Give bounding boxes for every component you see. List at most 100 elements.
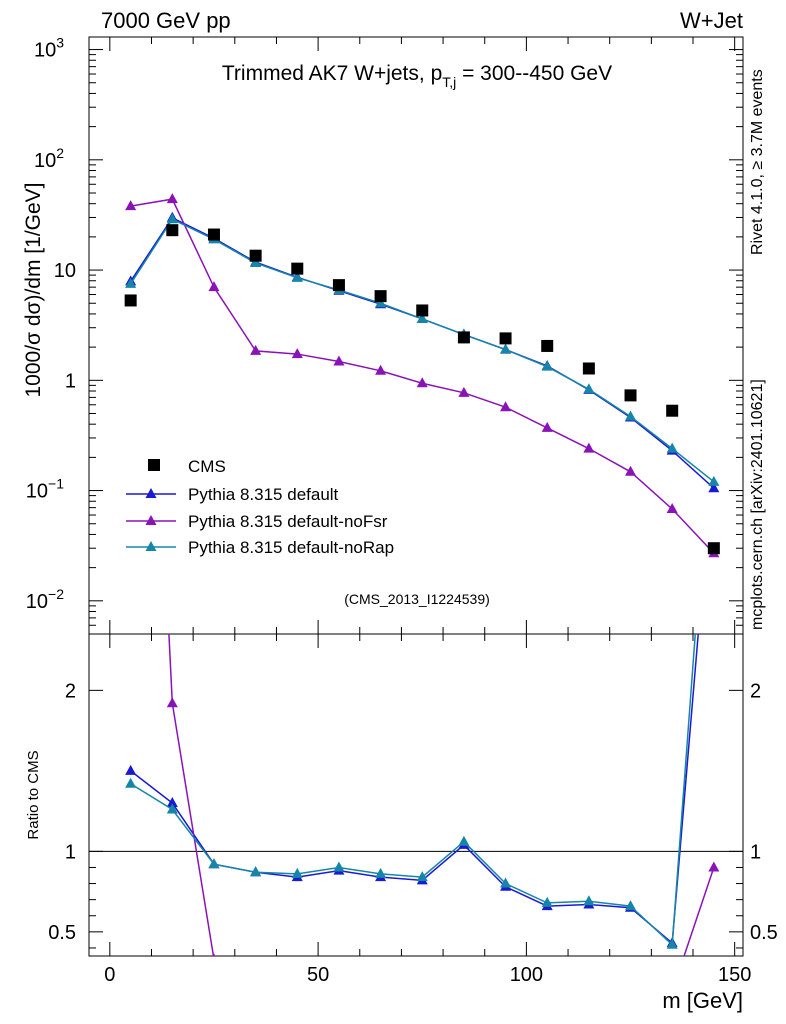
series-1-point [333,355,345,366]
cms-data-point [582,362,595,375]
legend-marker-norap [145,541,157,551]
cms-data-point [416,304,429,317]
x-tick-label: 100 [510,964,543,986]
legend: CMS Pythia 8.315 default Pythia 8.315 de… [126,457,394,557]
y-tick-label: 1 [65,370,76,392]
ratio-1-point [458,956,469,966]
ratio-tick-label-right: 0.5 [750,922,778,944]
y-tick-label: 102 [34,145,64,172]
cms-data-point [457,331,470,344]
series-1-point [125,200,137,211]
ratio-tick-label: 2 [65,680,76,702]
ratio-0-point [125,764,137,775]
ratio-1-point [333,974,344,984]
cms-data-point [374,290,387,303]
header-right: W+Jet [680,8,743,33]
ratio-tick-label: 0.5 [48,922,76,944]
ratio-2-point [291,867,303,878]
legend-label-cms: CMS [188,457,226,476]
ratio-1-point [292,979,303,989]
series-1-point [375,364,387,375]
ratio-tick-label-right: 2 [750,680,761,702]
legend-marker-default [145,488,157,498]
series-1-point [291,348,303,359]
ratio-2-point [708,378,719,388]
cms-data-point [499,332,512,345]
series-1-point [625,465,637,476]
series-1-point [458,386,470,397]
series-line-0 [130,216,715,489]
legend-label-nofsr: Pythia 8.315 default-noFsr [188,512,388,531]
ratio-2-point [125,777,137,788]
legend-label-default: Pythia 8.315 default [188,485,339,504]
ratio-1-point [708,861,720,872]
cms-data-point [707,542,720,555]
x-axis-label: m [GeV] [662,988,743,1013]
series-2-point [291,271,303,282]
series-1-point [416,377,428,388]
y-tick-label: 10−2 [26,586,64,613]
ratio-2-point [458,835,470,846]
ratio-2-point [416,871,428,882]
series-1-point [541,421,553,432]
series-1-point [666,503,678,514]
ratio-1-point [166,697,178,708]
y-tick-label: 10 [54,260,76,282]
series-line-2 [130,218,715,483]
ratio-2-point [541,896,553,907]
ratio-2-point [208,858,220,869]
main-plot-series [124,193,720,558]
ratio-2-point [583,895,595,906]
ratio-0-point [166,797,178,808]
cms-data-point [249,249,262,262]
header-left: 7000 GeV pp [101,8,231,33]
series-1-point [250,344,262,355]
cms-data-point [332,279,345,292]
series-2-point [625,410,637,421]
x-tick-label: 50 [307,964,329,986]
ratio-1-point [583,976,594,986]
rivet-label: Rivet 4.1.0, ≥ 3.7M events [749,69,766,255]
legend-marker-cms [148,459,160,471]
ratio-1-point [625,974,636,984]
cms-data-point [291,262,304,275]
y-tick-label: 10−1 [26,476,64,503]
cms-data-point [624,389,637,402]
ratio-1-point [250,984,261,994]
cms-data-point [207,228,220,241]
y-tick-label: 103 [34,35,64,62]
ratio-plot-series [125,378,720,994]
ratio-tick-label-right: 1 [750,841,761,863]
series-2-point [375,297,387,308]
series-2-point [666,442,678,453]
plot-title: Trimmed AK7 W+jets, pT,j = 300--450 GeV [222,62,612,90]
ratio-2-point [333,861,345,872]
ratio-1-point [542,977,553,987]
mcplots-label: mcplots.cern.ch [arXiv:2401.10621] [749,379,766,630]
series-0-point [708,482,720,493]
series-2-point [708,475,720,486]
series-1-point [208,281,220,292]
cms-data-point [541,339,554,352]
series-2-point [500,343,512,354]
series-1-point [583,442,595,453]
ratio-2-point [625,900,637,911]
series-2-point [541,360,553,371]
ratio-1-point [212,953,216,956]
series-2-point [583,383,595,394]
ratio-1-point [375,973,386,983]
ratio-2-point [666,938,678,949]
series-1-point [500,401,512,412]
ratio-2-point [375,867,387,878]
ratio-1-point [417,971,428,981]
series-2-point [416,312,428,323]
cms-data-point [124,294,137,307]
ratio-0-point [708,443,719,453]
cms-data-point [166,224,179,237]
x-tick-label: 0 [104,964,115,986]
y-axis-label: 1000/σ dσ)/dm [1/GeV] [22,182,45,397]
series-2-point [125,277,137,288]
analysis-id: (CMS_2013_I1224539) [344,591,490,607]
